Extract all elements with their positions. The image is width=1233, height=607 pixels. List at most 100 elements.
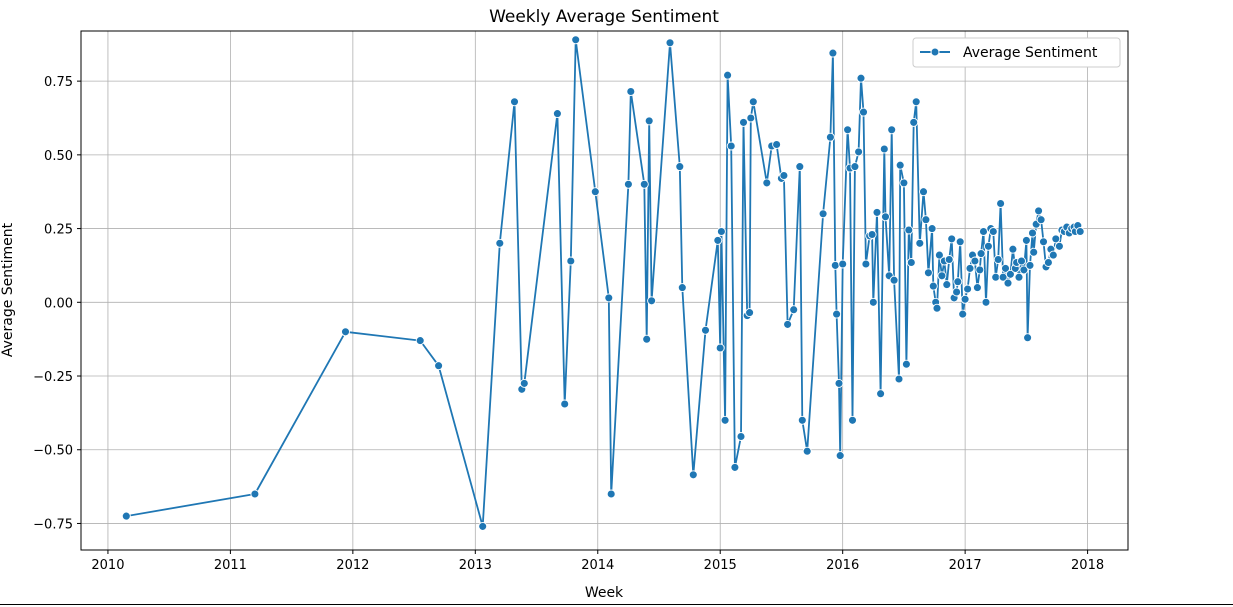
data-point — [716, 227, 726, 236]
data-point — [904, 225, 914, 235]
data-point — [642, 334, 652, 344]
data-point — [1048, 250, 1058, 260]
data-point — [952, 287, 962, 297]
data-point — [879, 144, 889, 154]
data-point — [726, 141, 736, 151]
data-point — [850, 162, 860, 172]
data-point — [739, 117, 748, 127]
data-point — [560, 399, 570, 409]
x-tick-label: 2013 — [459, 558, 492, 573]
data-point — [901, 359, 911, 369]
data-point — [996, 199, 1006, 208]
data-point — [626, 87, 636, 96]
x-axis-label: Week — [585, 585, 624, 601]
data-point — [955, 237, 965, 247]
data-point — [942, 280, 952, 290]
data-point — [772, 140, 782, 149]
data-point — [861, 259, 871, 269]
data-point — [1028, 228, 1037, 238]
data-point — [701, 325, 710, 335]
data-point — [675, 162, 685, 172]
data-point — [1043, 258, 1053, 267]
data-point — [713, 235, 723, 245]
x-tick-label: 2011 — [214, 558, 247, 573]
data-point — [834, 378, 844, 388]
data-point — [887, 125, 897, 135]
data-point — [921, 215, 931, 225]
data-point — [715, 343, 725, 353]
data-point — [639, 179, 649, 189]
data-point — [947, 234, 957, 244]
data-point — [825, 132, 835, 142]
data-point — [909, 117, 919, 127]
data-point — [976, 249, 986, 259]
x-tick-label: 2016 — [826, 558, 859, 573]
data-point — [906, 258, 916, 267]
data-point — [1034, 206, 1044, 216]
data-point — [434, 361, 444, 371]
data-point — [899, 178, 909, 188]
data-point — [566, 256, 576, 266]
data-point — [797, 415, 807, 425]
data-point — [1019, 265, 1029, 275]
data-point — [606, 489, 616, 499]
data-point — [1054, 241, 1064, 251]
legend-label: Average Sentiment — [963, 45, 1098, 61]
data-point — [843, 125, 853, 135]
data-point — [1025, 260, 1035, 270]
data-point — [934, 250, 944, 260]
data-point — [872, 207, 882, 217]
data-point — [720, 415, 730, 425]
data-point — [895, 160, 905, 170]
data-point — [835, 451, 845, 461]
data-point — [604, 293, 614, 303]
data-point — [972, 283, 982, 293]
data-point — [830, 260, 840, 270]
data-point — [1036, 215, 1046, 225]
data-point — [944, 255, 954, 264]
data-point — [647, 296, 657, 306]
x-tick-label: 2017 — [949, 558, 982, 573]
data-point — [1017, 256, 1026, 266]
data-point — [665, 38, 675, 48]
x-tick-label: 2015 — [704, 558, 737, 573]
data-point — [988, 227, 998, 236]
axis-ticks: 2010 2011 2012 2013 2014 2015 2016 2017 2018 −0.7… — [33, 75, 1104, 573]
y-axis-label: Average Sentiment — [0, 222, 16, 357]
data-point — [958, 309, 968, 319]
y-tick-label: 0.00 — [44, 296, 73, 311]
y-tick-label: 0.25 — [44, 223, 73, 238]
data-point — [590, 187, 600, 197]
data-point — [881, 212, 890, 222]
data-point — [121, 511, 131, 521]
data-point — [848, 415, 857, 425]
data-point — [415, 336, 425, 346]
data-point — [867, 230, 877, 239]
data-point — [979, 227, 988, 236]
data-point — [736, 432, 746, 441]
data-point — [915, 238, 925, 248]
y-tick-label: 0.75 — [44, 75, 73, 90]
data-point — [723, 70, 733, 80]
data-point — [623, 179, 633, 189]
data-point — [746, 113, 756, 123]
data-point — [970, 256, 980, 266]
data-point — [818, 209, 828, 219]
data-point — [859, 107, 868, 117]
legend-box — [912, 37, 1121, 68]
x-tick-label: 2012 — [336, 558, 369, 573]
data-point — [960, 294, 970, 304]
data-point — [730, 462, 740, 472]
data-point — [868, 297, 878, 307]
data-point — [1005, 269, 1015, 279]
legend-marker-swatch — [930, 47, 940, 57]
data-point — [1075, 227, 1085, 236]
data-point — [1001, 263, 1010, 273]
data-point — [1008, 244, 1018, 254]
data-point — [983, 241, 993, 251]
x-tick-label: 2014 — [581, 558, 614, 573]
data-point — [889, 275, 899, 285]
data-point — [965, 263, 975, 273]
y-tick-label: 0.50 — [44, 149, 73, 164]
data-point — [993, 255, 1003, 264]
